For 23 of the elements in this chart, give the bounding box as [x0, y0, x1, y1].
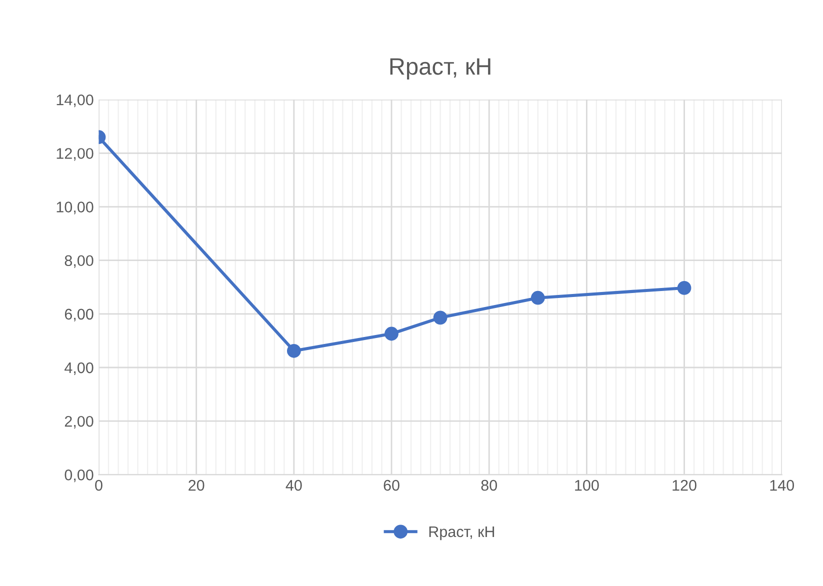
point [286, 344, 301, 358]
x-tick-label: 120 [672, 480, 696, 491]
y-tick-label: 14,00 [56, 94, 94, 108]
legend-label: Rраст, кН [429, 526, 494, 540]
x-tick-label: 0 [95, 480, 102, 491]
x-tick-label: 80 [481, 480, 497, 491]
point [530, 290, 545, 305]
y-tick-label: 12,00 [56, 148, 94, 161]
chart-title: Rраст, кН [390, 58, 490, 80]
x-tick-label: 20 [188, 480, 204, 491]
x-tick-label: 60 [384, 480, 400, 491]
point [384, 326, 398, 341]
y-tick-label: 0,00 [64, 470, 94, 482]
point [433, 310, 448, 325]
x-tick-label: 100 [575, 480, 599, 491]
y-tick-label: 4,00 [64, 362, 94, 375]
x-tick-label: 40 [286, 480, 302, 491]
y-tick-label: 2,00 [64, 416, 94, 429]
x-tick-label: 140 [770, 480, 794, 491]
y-tick-label: 10,00 [56, 202, 94, 214]
y-tick-label: 8,00 [64, 255, 94, 268]
y-tick-label: 6,00 [64, 308, 94, 322]
point [677, 281, 692, 295]
